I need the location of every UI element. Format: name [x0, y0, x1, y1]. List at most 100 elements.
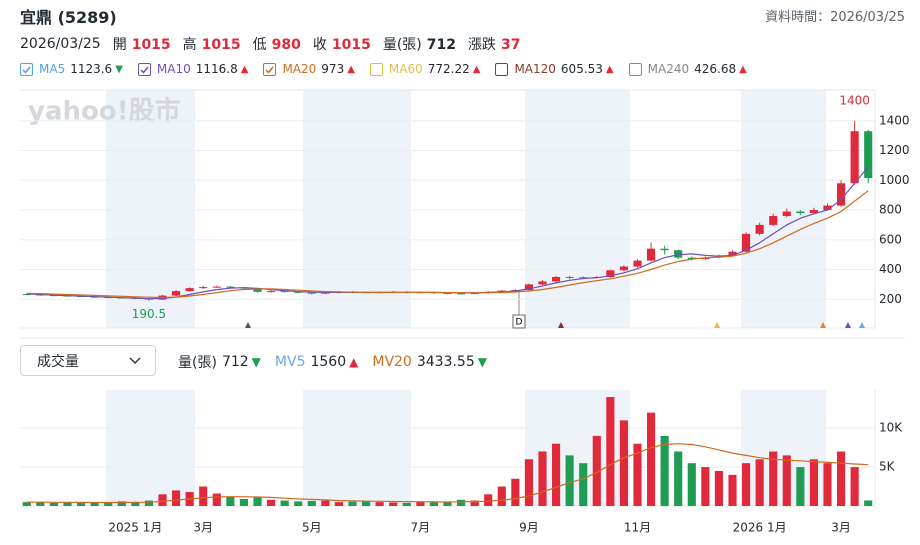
- event-label[interactable]: D: [516, 318, 523, 328]
- ma-legend: MA5 1123.6 ▼ MA10 1116.8 ▲ MA20 973 ▲ MA60 772.22 ▲…: [20, 62, 762, 76]
- volume-bar: [172, 490, 181, 506]
- legend-item[interactable]: MV20 3433.55 ▼: [372, 354, 487, 370]
- quote-value: 712: [426, 37, 457, 53]
- legend-item[interactable]: MA5 1123.6 ▼: [20, 62, 123, 76]
- candle-body: [755, 224, 764, 234]
- y-tick-label: 10K: [879, 421, 903, 435]
- legend-arrow: ▼: [115, 63, 123, 75]
- quote-value: 980: [271, 37, 301, 53]
- candle-body: [524, 284, 533, 291]
- legend-item[interactable]: MA240 426.68 ▲: [628, 62, 747, 76]
- candle-body: [837, 183, 846, 206]
- candle-body: [674, 250, 683, 258]
- legend-arrow: ▲: [240, 63, 249, 75]
- candle-body: [267, 291, 276, 293]
- month-bands: [106, 90, 826, 506]
- y-tick-label: 800: [879, 203, 902, 217]
- volume-bar: [226, 496, 235, 506]
- volume-bar: [755, 459, 764, 506]
- quote-label: 漲跌: [468, 37, 497, 53]
- volume-bar: [117, 501, 126, 506]
- quote-item: 低 980: [253, 34, 301, 54]
- legend-item[interactable]: MA10 1116.8 ▲: [137, 62, 249, 76]
- watermark: yahoo!股市: [28, 96, 181, 127]
- candle-body: [579, 277, 588, 279]
- volume-selector[interactable]: 成交量: [20, 345, 156, 376]
- legend-item[interactable]: MA20 973 ▲: [263, 62, 355, 76]
- legend-arrow: ▲: [472, 63, 481, 75]
- volume-bar: [199, 486, 208, 506]
- volume-bar: [63, 502, 72, 506]
- event-marker[interactable]: [245, 322, 251, 328]
- event-marker[interactable]: [820, 322, 826, 328]
- volume-legend: 量(張) 712 ▼ MV5 1560 ▲ MV20 3433.55 ▼: [178, 352, 501, 372]
- candle-body: [294, 291, 303, 293]
- quote-row: 2026/03/25 開 1015 高 1015 低 980 收 1015 量(張) 712 漲跌 37: [20, 34, 533, 54]
- checkbox[interactable]: [20, 62, 33, 76]
- candle-body: [606, 270, 615, 277]
- event-marker[interactable]: [558, 322, 564, 328]
- max-label: 1400: [839, 93, 870, 107]
- x-tick-label: 11月: [624, 521, 651, 535]
- candle-body: [823, 205, 832, 211]
- volume-bar: [90, 502, 99, 506]
- legend-arrow: ▼: [477, 355, 487, 369]
- candle-body: [864, 131, 873, 179]
- checkbox[interactable]: [495, 62, 509, 76]
- volume-bar: [104, 502, 113, 506]
- x-tick-label: 9月: [519, 521, 539, 535]
- legend-value: 426.68: [694, 62, 737, 76]
- checkbox[interactable]: [628, 62, 642, 76]
- band: [741, 90, 826, 328]
- checkbox[interactable]: [137, 62, 151, 76]
- checkmark: [265, 66, 275, 74]
- checkbox[interactable]: [263, 62, 277, 76]
- legend-name: MA5: [39, 62, 66, 76]
- quote-value: 1015: [331, 37, 371, 53]
- legend-value: 712: [221, 354, 249, 370]
- mv-line: [26, 443, 869, 504]
- legend-item[interactable]: MA60 772.22 ▲: [369, 62, 481, 76]
- quote-label: 收: [312, 37, 327, 53]
- volume-bar: [158, 494, 167, 506]
- candle-body: [457, 293, 466, 295]
- event-marker[interactable]: [714, 322, 720, 328]
- event-marker[interactable]: [845, 322, 851, 328]
- legend-arrow: ▲: [739, 63, 747, 75]
- candle-body: [552, 276, 561, 282]
- event-marker[interactable]: [859, 322, 865, 328]
- y-tick-label: 600: [879, 232, 902, 246]
- candle-body: [538, 281, 547, 285]
- volume-bar: [375, 502, 384, 506]
- candle-body: [185, 288, 194, 292]
- legend-item[interactable]: 量(張) 712 ▼: [178, 352, 261, 372]
- checkbox[interactable]: [369, 62, 383, 76]
- ma-line: [26, 190, 869, 299]
- volume-bar: [524, 459, 533, 506]
- volume-bar: [864, 500, 873, 506]
- candle-body: [850, 131, 859, 184]
- candle-body: [782, 211, 791, 216]
- band: [106, 390, 195, 506]
- legend-item[interactable]: MA120 605.53 ▲: [495, 62, 614, 76]
- volume-bar: [321, 500, 330, 506]
- candle-body: [565, 276, 574, 278]
- y-tick-label: 1200: [879, 143, 910, 157]
- volume-bar: [470, 500, 479, 506]
- event-markers: [245, 322, 865, 328]
- quote-item: 量(張) 712: [383, 34, 456, 54]
- candle-body: [647, 248, 656, 261]
- volume-bar: [144, 500, 153, 506]
- quote-value: 37: [501, 37, 521, 53]
- volume-bar: [769, 451, 778, 506]
- candle-body: [687, 257, 696, 260]
- volume-bar: [714, 470, 723, 506]
- volume-bar: [837, 451, 846, 506]
- volume-bar: [565, 455, 574, 506]
- event-box[interactable]: [512, 314, 526, 329]
- volume-bar: [280, 500, 289, 506]
- candle-body: [470, 293, 479, 295]
- legend-item[interactable]: MV5 1560 ▲: [275, 354, 358, 370]
- legend-name: MA120: [514, 62, 556, 76]
- quote-value: 1015: [201, 37, 241, 53]
